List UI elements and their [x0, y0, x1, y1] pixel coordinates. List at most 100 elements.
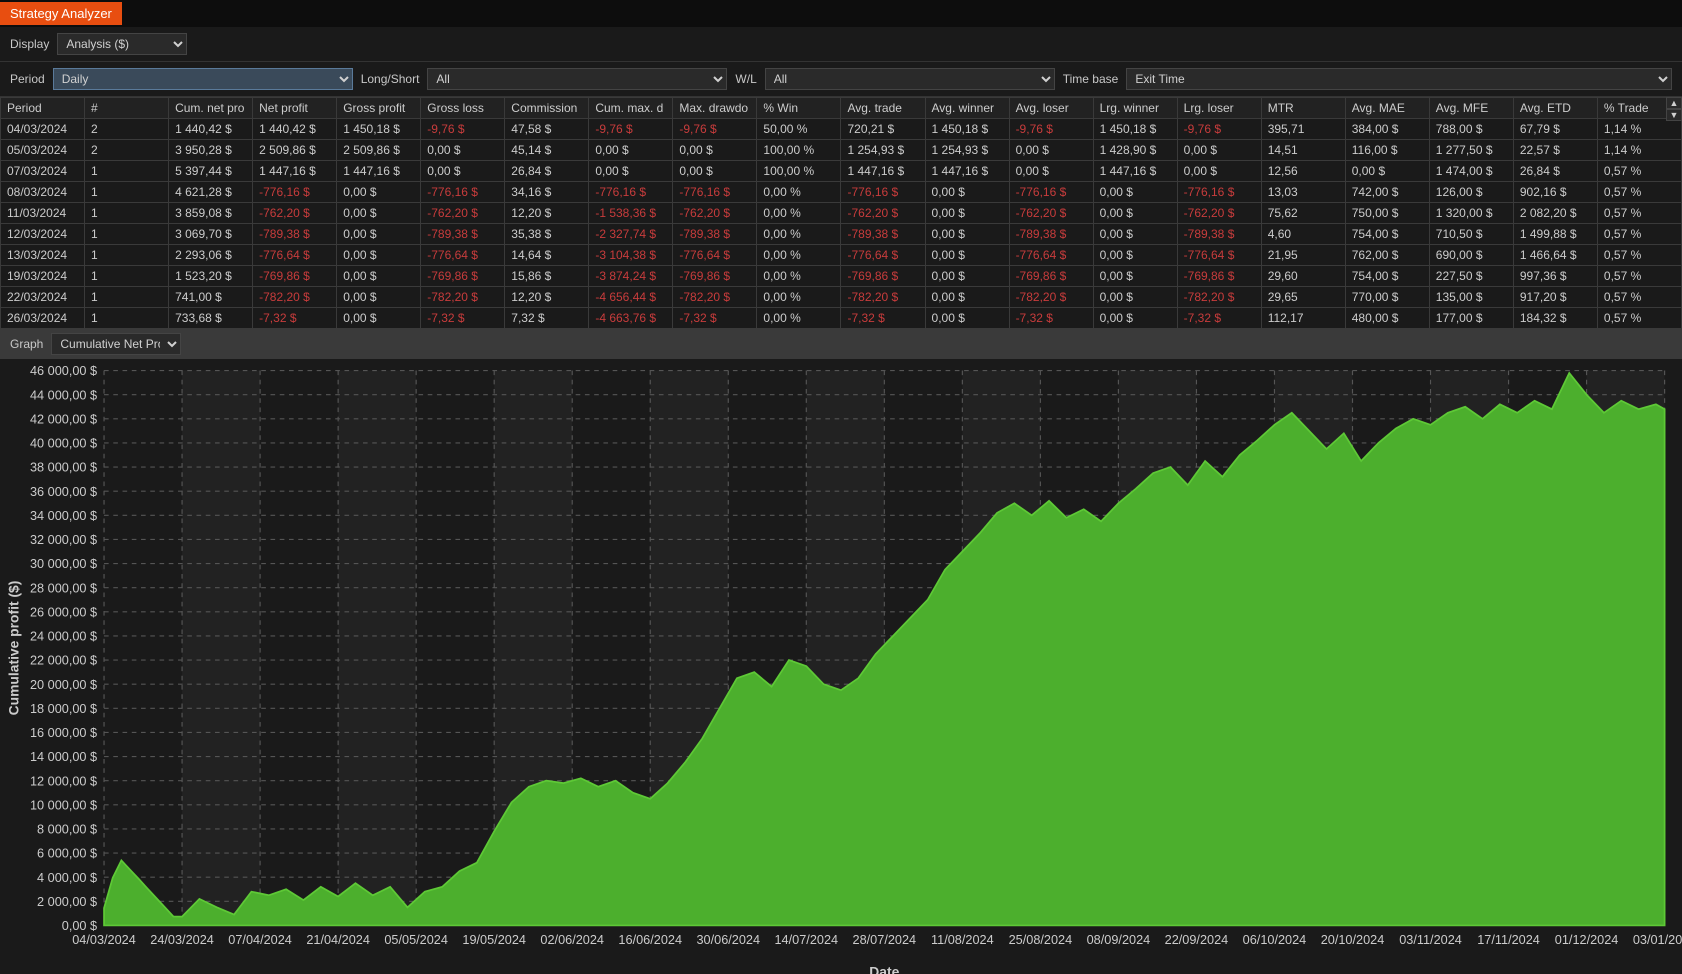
svg-text:14/07/2024: 14/07/2024: [775, 932, 839, 947]
table-cell: 100,00 %: [757, 161, 841, 182]
svg-text:16/06/2024: 16/06/2024: [618, 932, 682, 947]
table-cell: -776,16 $: [1177, 182, 1261, 203]
column-header[interactable]: % Win: [757, 98, 841, 119]
svg-text:38 000,00 $: 38 000,00 $: [30, 460, 97, 475]
column-header[interactable]: Avg. MAE: [1345, 98, 1429, 119]
longshort-select[interactable]: All: [427, 68, 727, 90]
svg-text:14 000,00 $: 14 000,00 $: [30, 749, 97, 764]
column-header[interactable]: Lrg. winner: [1093, 98, 1177, 119]
column-header[interactable]: Net profit: [253, 98, 337, 119]
table-cell: 1 447,16 $: [337, 161, 421, 182]
column-header[interactable]: Commission: [505, 98, 589, 119]
table-cell: 08/03/2024: [1, 182, 85, 203]
table-cell: 762,00 $: [1345, 245, 1429, 266]
table-cell: 0,00 $: [1177, 161, 1261, 182]
data-table[interactable]: Period#Cum. net proNet profitGross profi…: [0, 97, 1682, 329]
table-cell: 04/03/2024: [1, 119, 85, 140]
profit-chart[interactable]: 04/03/202424/03/202407/04/202421/04/2024…: [0, 359, 1682, 974]
table-cell: 67,79 $: [1513, 119, 1597, 140]
table-cell: -7,32 $: [1009, 308, 1093, 329]
table-cell: -762,20 $: [841, 203, 925, 224]
table-cell: 12,20 $: [505, 203, 589, 224]
table-cell: 1 254,93 $: [841, 140, 925, 161]
column-header[interactable]: Avg. winner: [925, 98, 1009, 119]
table-cell: 2 293,06 $: [169, 245, 253, 266]
table-cell: 1: [85, 287, 169, 308]
table-cell: 733,68 $: [169, 308, 253, 329]
column-header[interactable]: Gross loss: [421, 98, 505, 119]
table-cell: 0,00 $: [1093, 287, 1177, 308]
display-select[interactable]: Analysis ($): [57, 33, 187, 55]
table-cell: -769,86 $: [1177, 266, 1261, 287]
svg-text:28 000,00 $: 28 000,00 $: [30, 580, 97, 595]
table-cell: 480,00 $: [1345, 308, 1429, 329]
table-cell: -762,20 $: [673, 203, 757, 224]
svg-text:24 000,00 $: 24 000,00 $: [30, 629, 97, 644]
table-row[interactable]: 08/03/202414 621,28 $-776,16 $0,00 $-776…: [1, 182, 1682, 203]
table-cell: 0,00 $: [1093, 224, 1177, 245]
table-cell: 741,00 $: [169, 287, 253, 308]
column-header[interactable]: MTR: [1261, 98, 1345, 119]
table-cell: -9,76 $: [673, 119, 757, 140]
scroll-down-icon[interactable]: ▼: [1666, 109, 1682, 121]
chart-container: 04/03/202424/03/202407/04/202421/04/2024…: [0, 359, 1682, 899]
table-cell: -762,20 $: [1009, 203, 1093, 224]
svg-text:20/10/2024: 20/10/2024: [1321, 932, 1385, 947]
table-row[interactable]: 11/03/202413 859,08 $-762,20 $0,00 $-762…: [1, 203, 1682, 224]
table-row[interactable]: 07/03/202415 397,44 $1 447,16 $1 447,16 …: [1, 161, 1682, 182]
table-cell: 12,56: [1261, 161, 1345, 182]
table-cell: 0,00 %: [757, 203, 841, 224]
table-cell: 1: [85, 182, 169, 203]
column-header[interactable]: Gross profit: [337, 98, 421, 119]
window-title: Strategy Analyzer: [0, 2, 122, 25]
svg-text:24/03/2024: 24/03/2024: [150, 932, 214, 947]
svg-text:18 000,00 $: 18 000,00 $: [30, 701, 97, 716]
table-cell: 12/03/2024: [1, 224, 85, 245]
table-cell: -782,20 $: [253, 287, 337, 308]
table-row[interactable]: 19/03/202411 523,20 $-769,86 $0,00 $-769…: [1, 266, 1682, 287]
table-cell: -7,32 $: [841, 308, 925, 329]
table-cell: -762,20 $: [1177, 203, 1261, 224]
table-cell: 34,16 $: [505, 182, 589, 203]
table-cell: -776,16 $: [841, 182, 925, 203]
column-header[interactable]: Avg. ETD: [1513, 98, 1597, 119]
table-row[interactable]: 12/03/202413 069,70 $-789,38 $0,00 $-789…: [1, 224, 1682, 245]
table-row[interactable]: 13/03/202412 293,06 $-776,64 $0,00 $-776…: [1, 245, 1682, 266]
table-cell: 1 447,16 $: [925, 161, 1009, 182]
scroll-up-icon[interactable]: ▲: [1666, 97, 1682, 109]
table-row[interactable]: 05/03/202423 950,28 $2 509,86 $2 509,86 …: [1, 140, 1682, 161]
table-cell: 902,16 $: [1513, 182, 1597, 203]
svg-text:34 000,00 $: 34 000,00 $: [30, 508, 97, 523]
table-cell: 1: [85, 266, 169, 287]
column-header[interactable]: Cum. net pro: [169, 98, 253, 119]
table-cell: 0,00 $: [1093, 266, 1177, 287]
column-header[interactable]: Lrg. loser: [1177, 98, 1261, 119]
graph-select[interactable]: Cumulative Net Profit: [51, 333, 181, 355]
period-select[interactable]: Daily: [53, 68, 353, 90]
table-cell: 770,00 $: [1345, 287, 1429, 308]
table-row[interactable]: 04/03/202421 440,42 $1 440,42 $1 450,18 …: [1, 119, 1682, 140]
column-header[interactable]: Cum. max. d: [589, 98, 673, 119]
wl-select[interactable]: All: [765, 68, 1055, 90]
column-header[interactable]: Max. drawdo: [673, 98, 757, 119]
table-cell: 1 450,18 $: [337, 119, 421, 140]
column-header[interactable]: #: [85, 98, 169, 119]
column-header[interactable]: Avg. trade: [841, 98, 925, 119]
table-row[interactable]: 22/03/20241741,00 $-782,20 $0,00 $-782,2…: [1, 287, 1682, 308]
table-cell: -776,16 $: [421, 182, 505, 203]
svg-text:Date: Date: [869, 963, 899, 974]
svg-text:44 000,00 $: 44 000,00 $: [30, 387, 97, 402]
column-header[interactable]: Period: [1, 98, 85, 119]
table-cell: -7,32 $: [1177, 308, 1261, 329]
table-cell: -2 327,74 $: [589, 224, 673, 245]
table-cell: 0,00 $: [1009, 140, 1093, 161]
timebase-select[interactable]: Exit Time: [1126, 68, 1672, 90]
table-cell: 0,57 %: [1597, 266, 1681, 287]
column-header[interactable]: Avg. loser: [1009, 98, 1093, 119]
column-header[interactable]: Avg. MFE: [1429, 98, 1513, 119]
table-cell: -789,38 $: [253, 224, 337, 245]
table-cell: -9,76 $: [1009, 119, 1093, 140]
table-cell: 22,57 $: [1513, 140, 1597, 161]
svg-text:06/10/2024: 06/10/2024: [1243, 932, 1307, 947]
table-row[interactable]: 26/03/20241733,68 $-7,32 $0,00 $-7,32 $7…: [1, 308, 1682, 329]
